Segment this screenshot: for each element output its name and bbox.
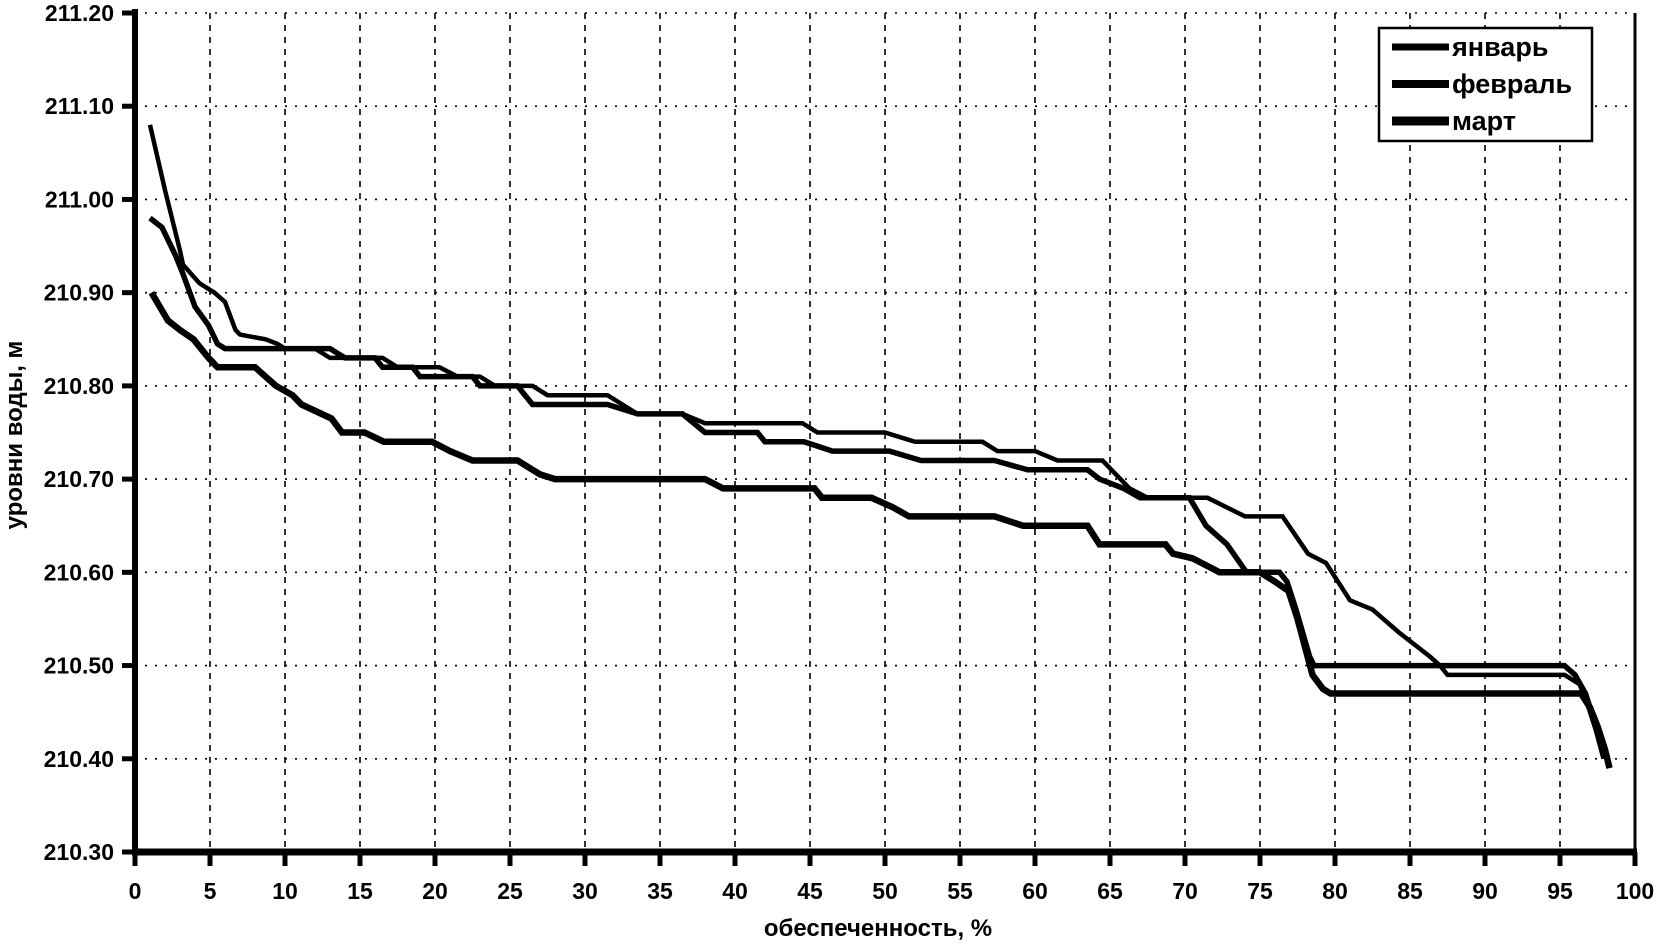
y-tick-label: 210.50 <box>44 653 114 679</box>
series-march-line <box>148 291 1613 769</box>
y-tick-label: 210.80 <box>44 373 114 399</box>
x-tick-label: 60 <box>1022 878 1048 904</box>
x-tick-label: 95 <box>1547 878 1573 904</box>
series-layer <box>147 124 1613 769</box>
y-tick-label: 210.60 <box>44 559 114 585</box>
series-february-line <box>148 215 1605 742</box>
legend-item-february: февраль <box>1392 69 1572 99</box>
x-tick-label: 50 <box>872 878 898 904</box>
y-tick-label: 211.10 <box>45 93 114 119</box>
axis-layer: 211.20 211.10 211.00 210.90 210.80 210.70 210.… <box>44 0 1654 904</box>
x-tick-label: 55 <box>947 878 973 904</box>
x-tick-label: 10 <box>272 878 298 904</box>
x-tick-label: 85 <box>1397 878 1423 904</box>
x-tick-label: 30 <box>572 878 598 904</box>
x-tick-label: 15 <box>347 878 373 904</box>
x-tick-label: 20 <box>422 878 448 904</box>
x-tick-label: 0 <box>129 878 142 904</box>
x-tick-label: 40 <box>722 878 748 904</box>
y-tick-label: 210.70 <box>44 466 114 492</box>
legend-item-january: январь <box>1392 32 1548 62</box>
x-tick-label: 75 <box>1247 878 1273 904</box>
legend-label-january: январь <box>1451 32 1548 62</box>
x-tick-label: 90 <box>1472 878 1498 904</box>
y-tick-label: 210.90 <box>44 280 114 306</box>
grid-layer <box>135 12 1635 852</box>
y-axis-title: уровни воды, м <box>1 341 28 530</box>
x-tick-label: 80 <box>1322 878 1348 904</box>
y-tick-label: 211.00 <box>45 186 114 212</box>
legend-item-march: март <box>1392 106 1516 136</box>
x-tick-label: 45 <box>797 878 823 904</box>
y-tick-label: 210.30 <box>44 839 114 865</box>
x-tick-label: 5 <box>204 878 217 904</box>
legend-label-march: март <box>1452 106 1516 136</box>
y-tick-label: 210.40 <box>44 746 114 772</box>
x-tick-label: 35 <box>647 878 673 904</box>
y-tick-label: 211.20 <box>45 0 114 26</box>
x-tick-label: 100 <box>1616 878 1654 904</box>
x-tick-label: 70 <box>1172 878 1198 904</box>
x-tick-label: 25 <box>497 878 523 904</box>
legend: январь февраль март <box>1377 26 1594 143</box>
x-tick-label: 65 <box>1097 878 1123 904</box>
x-axis-title: обеспеченность, % <box>764 915 992 942</box>
series-january-line <box>147 124 1606 760</box>
legend-label-february: февраль <box>1452 69 1572 99</box>
